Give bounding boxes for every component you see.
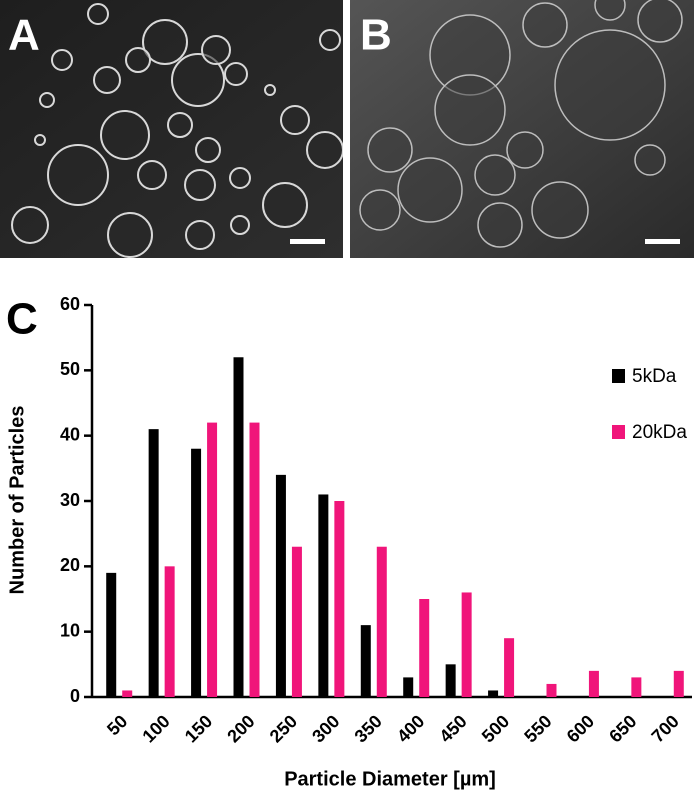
bar	[504, 638, 515, 697]
bar	[249, 422, 260, 697]
panel-label: B	[360, 11, 392, 60]
bar	[122, 690, 133, 697]
bar	[106, 572, 117, 697]
bar	[191, 448, 202, 697]
particles	[359, 0, 683, 248]
x-tick-label: 300	[308, 711, 343, 746]
bar	[275, 474, 286, 697]
bar	[546, 683, 557, 697]
bar	[318, 494, 329, 697]
bar	[291, 546, 302, 697]
x-tick-label: 650	[605, 711, 640, 746]
x-tick-label: 150	[181, 711, 216, 746]
y-tick-label: 50	[60, 359, 80, 379]
bar	[207, 422, 218, 697]
x-tick-label: 250	[266, 711, 301, 746]
bar	[419, 599, 430, 697]
x-tick-label: 450	[435, 711, 470, 746]
scale-bar	[290, 239, 325, 244]
x-tick-label: 200	[223, 711, 258, 746]
bar	[673, 670, 684, 697]
legend-label: 5kDa	[632, 366, 677, 387]
bar	[148, 429, 159, 697]
y-tick-label: 20	[60, 555, 80, 575]
bar	[461, 592, 472, 697]
panel-label: A	[8, 11, 40, 60]
bar	[488, 690, 499, 697]
y-tick-label: 30	[60, 490, 80, 510]
y-tick-label: 0	[70, 686, 80, 706]
y-tick-label: 40	[60, 424, 80, 444]
bar	[233, 357, 244, 697]
bar	[403, 677, 414, 697]
x-tick-label: 400	[393, 711, 428, 746]
x-tick-label: 550	[520, 711, 555, 746]
legend-label: 20kDa	[632, 422, 687, 443]
y-axis-label: Number of Particles	[6, 406, 28, 595]
y-tick-label: 60	[60, 294, 80, 314]
bar	[164, 566, 175, 697]
bar	[360, 625, 371, 697]
micrograph-b: B	[350, 0, 694, 258]
bar	[334, 501, 345, 697]
x-tick-label: 50	[103, 711, 131, 739]
x-tick-label: 100	[138, 711, 173, 746]
legend-swatch	[612, 369, 625, 383]
x-axis-label: Particle Diameter [µm]	[284, 768, 496, 790]
x-tick-label: 350	[351, 711, 386, 746]
x-tick-label: 600	[563, 711, 598, 746]
micrograph-a: A	[0, 0, 343, 258]
y-tick-label: 10	[60, 620, 80, 640]
x-tick-label: 700	[648, 711, 683, 746]
x-tick-label: 500	[478, 711, 513, 746]
particles	[11, 3, 343, 258]
bar	[445, 664, 456, 697]
legend-swatch	[612, 425, 625, 439]
bar	[631, 677, 642, 697]
bar	[376, 546, 387, 697]
panel-label: C	[6, 295, 38, 344]
bar	[588, 670, 599, 697]
scale-bar	[645, 239, 680, 244]
